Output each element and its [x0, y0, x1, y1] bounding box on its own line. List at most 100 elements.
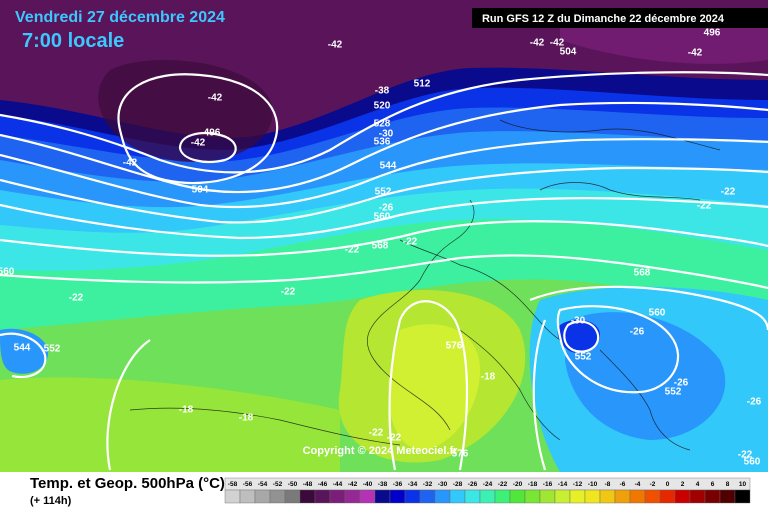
legend-value: 10 [739, 481, 747, 488]
legend-value: -42 [348, 481, 358, 488]
legend-value: -32 [423, 481, 433, 488]
contour-label: 560 [744, 457, 761, 468]
contour-label: -26 [674, 378, 689, 389]
legend-swatch [524, 489, 541, 504]
legend-swatch [584, 489, 601, 504]
legend-value: -12 [573, 481, 583, 488]
contour-label: -30 [571, 316, 586, 327]
contour-label: -26 [379, 203, 394, 214]
legend-value: -14 [558, 481, 568, 488]
contour-label: -42 [191, 138, 206, 149]
legend-value: 6 [711, 481, 715, 488]
contour-label: 528 [374, 119, 391, 130]
contour-labels: -42 -42 -42504496-42-42512-38520528-305364… [0, 28, 762, 468]
legend-swatch [479, 489, 496, 504]
legend-value: -6 [620, 481, 626, 488]
legend-value: -8 [605, 481, 611, 488]
legend-swatch [404, 489, 421, 504]
legend-value: -40 [363, 481, 373, 488]
legend-swatch [329, 489, 346, 504]
legend-swatch [719, 489, 736, 504]
legend-swatch [314, 489, 331, 504]
contour-label: 504 [192, 185, 209, 196]
legend-swatch [629, 489, 646, 504]
contour-label: -42 [688, 48, 703, 59]
legend-value: -20 [513, 481, 523, 488]
legend-swatch [614, 489, 631, 504]
legend-value: -30 [438, 481, 448, 488]
legend-swatch [689, 489, 706, 504]
contour-label: -42 [530, 38, 545, 49]
contour-label: -42 [328, 40, 343, 51]
legend-swatch [644, 489, 661, 504]
contour-label: -22 [403, 237, 418, 248]
contour-label: -42 [550, 38, 565, 49]
legend-swatch [269, 489, 286, 504]
contour-label: 576 [452, 449, 469, 460]
legend-swatch [299, 489, 316, 504]
contour-label: -22 [69, 293, 84, 304]
contours [0, 71, 768, 471]
contour-label: -22 [697, 201, 712, 212]
legend-swatch [494, 489, 511, 504]
contour-label: -38 [375, 86, 390, 97]
legend-swatch [374, 489, 391, 504]
legend-value: -52 [273, 481, 283, 488]
contour-label: 560 [0, 267, 15, 278]
legend-swatch [569, 489, 586, 504]
contour-label: 576 [446, 341, 463, 352]
legend-swatch [464, 489, 481, 504]
legend-swatch [254, 489, 271, 504]
legend-value: 0 [666, 481, 670, 488]
run-label: Run GFS 12 Z du Dimanche 22 décembre 202… [482, 13, 725, 25]
contour-label: -22 [721, 187, 736, 198]
legend-value: -18 [528, 481, 538, 488]
run-box [472, 8, 768, 28]
legend-value: -24 [483, 481, 493, 488]
legend-value: 2 [681, 481, 685, 488]
contour-label: -22 [387, 433, 402, 444]
contour-label: -26 [747, 397, 762, 408]
contour-label: 560 [649, 308, 666, 319]
contour-label: 560 [374, 212, 391, 223]
contour-label: -18 [179, 405, 194, 416]
legend-swatch [239, 489, 256, 504]
legend-value: -48 [303, 481, 313, 488]
contour-label: 536 [374, 137, 391, 148]
legend-value: -28 [453, 481, 463, 488]
legend-swatch [539, 489, 556, 504]
contour-label: -26 [630, 327, 645, 338]
contour-label: 496 [204, 128, 221, 139]
footer-lead: (+ 114h) [30, 495, 72, 507]
contour-label: -22 [738, 450, 753, 461]
legend-swatch [419, 489, 436, 504]
legend-swatch [674, 489, 691, 504]
legend-value: -26 [468, 481, 478, 488]
legend-swatch [284, 489, 301, 504]
date-label: Vendredi 27 décembre 2024 [15, 9, 225, 26]
legend-value: 4 [696, 481, 700, 488]
contour-label: 544 [380, 161, 397, 172]
legend-value: -16 [543, 481, 553, 488]
contour-label: -18 [481, 372, 496, 383]
legend-swatch [659, 489, 676, 504]
contour-label: -22 [369, 428, 384, 439]
coastlines [129, 119, 721, 451]
legend-swatch [449, 489, 466, 504]
temperature-field [0, 0, 768, 472]
contour-label: -42 [123, 158, 138, 169]
legend-swatch [509, 489, 526, 504]
legend-value: -10 [588, 481, 598, 488]
contour-label: 512 [414, 79, 431, 90]
legend-swatch [599, 489, 616, 504]
legend-value: 8 [726, 481, 730, 488]
legend-value: -38 [378, 481, 388, 488]
legend-swatch [389, 489, 406, 504]
legend-value: -34 [408, 481, 418, 488]
legend-value: -44 [333, 481, 343, 488]
contour-label: 568 [372, 241, 389, 252]
contour-label: 504 [560, 47, 577, 58]
legend-value: -2 [650, 481, 656, 488]
footer-title: Temp. et Geop. 500hPa (°C) [30, 475, 225, 492]
